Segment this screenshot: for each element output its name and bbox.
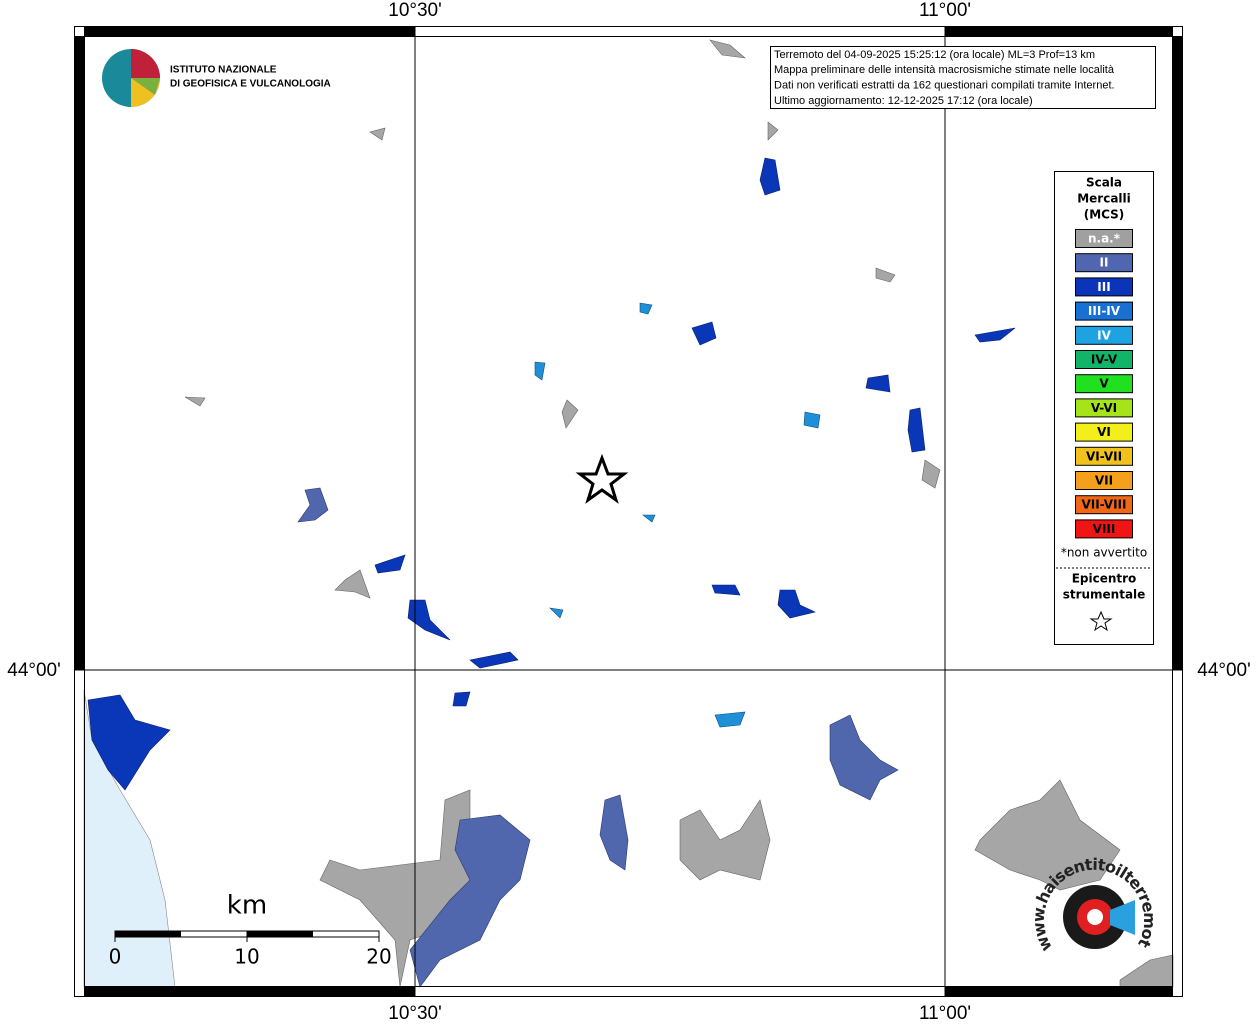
legend-label: n.a.* (1088, 232, 1121, 246)
legend-swatch (1075, 519, 1133, 539)
graticule (74, 26, 1183, 997)
watermark: www.haisentitoilterremoto.it (0, 0, 1160, 955)
lat-label: 44°00' (7, 660, 61, 681)
logo-text: DI GEOFISICA E VULCANOLOGIA (170, 79, 331, 90)
lat-label: 44°00' (1197, 660, 1251, 681)
legend-swatch (1075, 229, 1133, 248)
scale-tick-label: 20 (366, 945, 391, 969)
legend-label: V-VI (1091, 401, 1117, 415)
legend-label: IV (1097, 328, 1111, 342)
scale-tick-label: 0 (109, 945, 122, 969)
legend-label: IV-V (1091, 353, 1118, 367)
legend-title: Scala (1086, 176, 1122, 190)
legend-title: (MCS) (1084, 208, 1125, 222)
legend-label: III (1097, 280, 1110, 294)
legend-swatch (1075, 253, 1133, 273)
legend-label: III-IV (1088, 304, 1121, 318)
scale-unit: km (227, 891, 267, 921)
info-line: Ultimo aggiornamento: 12-12-2025 17:12 (… (774, 95, 1033, 107)
legend-label: VII-VIII (1081, 498, 1126, 512)
watermark-text: www.haisentitoilterremoto.it (0, 0, 1160, 955)
scale-ticks: 0 10 20 (109, 945, 392, 969)
legend-label: VI-VII (1086, 449, 1122, 463)
legend-swatch (1075, 277, 1133, 297)
legend-epicenter: Epicentro (1072, 572, 1137, 586)
lon-label: 11°00' (919, 0, 971, 21)
info-line: Mappa preliminare delle intensità macros… (774, 64, 1115, 76)
gray-areas (184, 39, 1174, 988)
legend-swatch (1075, 398, 1133, 418)
legend-label: V (1099, 377, 1109, 391)
legend-label: VIII (1093, 522, 1116, 536)
legend: ScalaMercalli(MCS)n.a.*IIIIIIII-IVIVIV-V… (1061, 176, 1147, 602)
legend-star (1089, 610, 1113, 632)
legend-swatch (1075, 495, 1133, 515)
legend-swatch (1075, 446, 1133, 466)
scale-tick-label: 10 (234, 945, 259, 969)
legend-swatch (1075, 422, 1133, 442)
legend-epicenter: strumentale (1063, 588, 1146, 602)
logo-text: ISTITUTO NAZIONALE (170, 65, 277, 76)
legend-swatch (1075, 471, 1133, 490)
info-lines: Terremoto del 04-09-2025 15:25:12 (ora l… (774, 49, 1115, 107)
info-line: Terremoto del 04-09-2025 15:25:12 (ora l… (774, 49, 1095, 61)
lon-label: 11°00' (919, 1003, 971, 1024)
info-box (770, 46, 1156, 109)
legend-swatch (1075, 325, 1133, 345)
intensity-areas (87, 157, 1016, 988)
logo: ISTITUTO NAZIONALE DI GEOFISICA E VULCAN… (102, 49, 331, 107)
legend-label: VII (1095, 474, 1113, 488)
epicenter (575, 453, 629, 504)
legend-swatch (1075, 350, 1133, 369)
legend-note: *non avvertito (1061, 546, 1147, 560)
legend-label: VI (1097, 425, 1111, 439)
scale-bar (114, 930, 380, 942)
legend-title: Mercalli (1077, 192, 1131, 206)
lon-label: 10°30' (388, 1003, 442, 1024)
legend-label: II (1100, 256, 1109, 270)
frame (74, 26, 1183, 997)
legend-swatch (1075, 374, 1133, 394)
lon-label: 10°30' (388, 0, 442, 21)
legend-swatch (1075, 301, 1133, 321)
watermark-path: www.haisentitoilterremoto.it (0, 0, 1160, 955)
info-line: Dati non verificati estratti da 162 ques… (774, 80, 1115, 92)
